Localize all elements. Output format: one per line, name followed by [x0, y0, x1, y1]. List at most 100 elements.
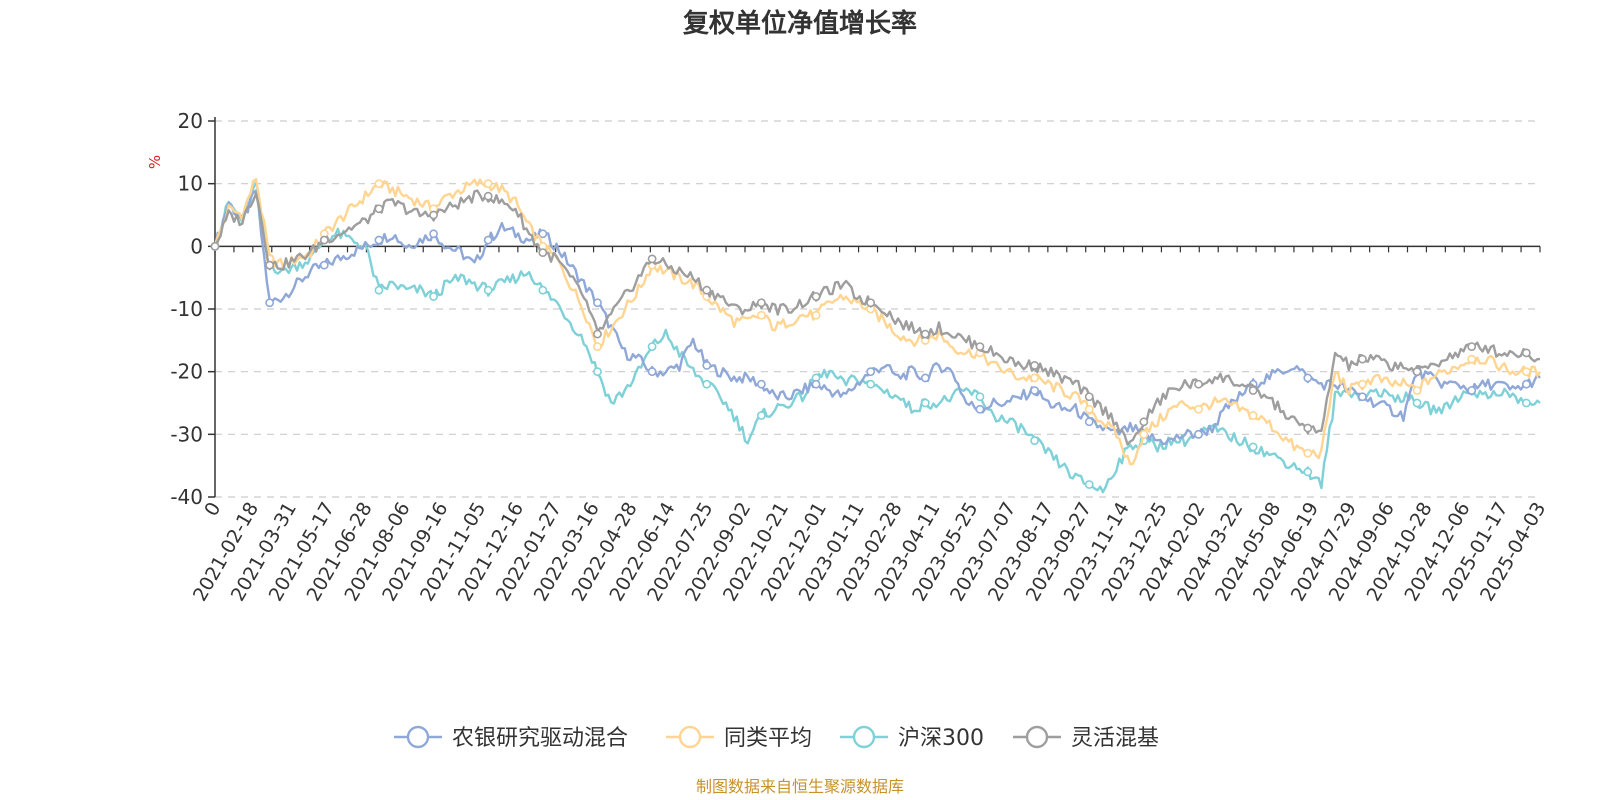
legend-marker — [1025, 725, 1049, 749]
y-tick-label: -30 — [170, 422, 203, 446]
data-point — [1084, 480, 1094, 489]
data-point — [1358, 392, 1367, 402]
data-point — [811, 292, 821, 301]
legend: 农银研究驱动混合 同类平均 沪深300 灵活混基 — [394, 725, 1159, 751]
data-point — [1412, 386, 1422, 395]
data-point — [1030, 436, 1039, 445]
legend-marker — [406, 725, 430, 749]
data-point — [756, 310, 766, 320]
data-point — [1412, 367, 1422, 377]
data-point — [975, 404, 985, 414]
data-point — [647, 254, 657, 264]
y-axis-unit: % — [146, 155, 164, 169]
legend-item[interactable]: 灵活混基 — [1013, 725, 1159, 751]
data-point — [756, 379, 766, 389]
data-point — [1521, 398, 1531, 408]
legend-label: 灵活混基 — [1071, 726, 1159, 751]
data-point — [1521, 348, 1531, 358]
legend-label: 沪深300 — [898, 726, 984, 751]
data-point — [593, 298, 602, 308]
data-point — [319, 235, 329, 245]
data-point — [538, 248, 548, 257]
data-point — [265, 260, 275, 270]
legend-label: 同类平均 — [724, 726, 812, 751]
data-point — [538, 229, 548, 239]
data-point — [1467, 386, 1477, 395]
data-point — [811, 310, 821, 320]
data-point — [866, 298, 876, 308]
data-point — [1303, 448, 1313, 458]
series-line — [214, 180, 1541, 494]
data-point — [920, 329, 930, 339]
legend-item[interactable]: 农银研究驱动混合 — [394, 725, 628, 751]
data-point — [265, 298, 275, 308]
data-point — [374, 204, 384, 214]
data-point — [483, 285, 493, 295]
data-point — [1358, 379, 1367, 389]
data-point — [1467, 342, 1477, 351]
y-tick-label: -20 — [170, 360, 203, 384]
y-axis: 20 10 0 -10 -20 -30 -40 — [170, 109, 216, 509]
data-point — [1139, 429, 1149, 439]
y-tick-label: 10 — [178, 172, 203, 196]
data-point — [593, 367, 602, 377]
data-point — [429, 229, 438, 239]
data-point — [319, 260, 329, 270]
data-point — [1084, 404, 1094, 414]
data-point — [866, 379, 876, 389]
data-point — [483, 235, 493, 245]
y-tick-label: -10 — [170, 297, 203, 321]
data-point — [756, 298, 766, 308]
data-point — [647, 342, 657, 351]
data-point — [702, 285, 712, 295]
y-tick-label: -40 — [170, 485, 203, 509]
data-point — [1030, 373, 1039, 383]
data-point — [1521, 379, 1531, 389]
data-point — [1358, 354, 1367, 364]
legend-marker — [678, 725, 702, 749]
y-tick-label: 0 — [190, 234, 203, 258]
data-point — [975, 342, 985, 351]
data-point — [1030, 360, 1039, 370]
data-point — [702, 360, 712, 370]
data-point — [210, 241, 220, 251]
data-point — [483, 191, 493, 201]
data-point — [1303, 423, 1313, 433]
data-point — [1194, 379, 1203, 389]
data-point — [1084, 417, 1094, 427]
grid-lines — [215, 120, 1540, 498]
data-point — [593, 342, 602, 351]
data-point — [811, 379, 821, 389]
data-point — [429, 210, 438, 220]
legend-marker — [852, 725, 876, 749]
data-point — [374, 235, 384, 245]
y-tick-label: 20 — [178, 109, 203, 133]
data-point — [1248, 411, 1258, 420]
legend-item[interactable]: 沪深300 — [840, 725, 984, 751]
series-lines — [210, 178, 1542, 494]
data-point — [702, 379, 712, 389]
data-point — [647, 367, 657, 377]
data-point — [483, 179, 493, 189]
data-point — [1303, 467, 1313, 477]
data-point — [1084, 392, 1094, 402]
data-point — [866, 367, 876, 377]
data-source-note: 制图数据来自恒生聚源数据库 — [696, 777, 904, 796]
legend-item[interactable]: 同类平均 — [666, 725, 812, 751]
data-point — [1303, 373, 1313, 383]
data-point — [1194, 404, 1203, 414]
data-point — [1248, 386, 1258, 395]
data-point — [374, 179, 384, 189]
data-point — [1521, 367, 1531, 377]
data-point — [1467, 354, 1477, 364]
chart-title: 复权单位净值增长率 — [683, 8, 917, 39]
data-point — [374, 285, 384, 295]
data-point — [1194, 429, 1203, 439]
data-point — [756, 411, 766, 420]
data-point — [1248, 442, 1258, 452]
series-line — [213, 178, 1542, 466]
data-point — [920, 398, 930, 408]
data-point — [1412, 398, 1422, 408]
data-point — [429, 292, 438, 301]
